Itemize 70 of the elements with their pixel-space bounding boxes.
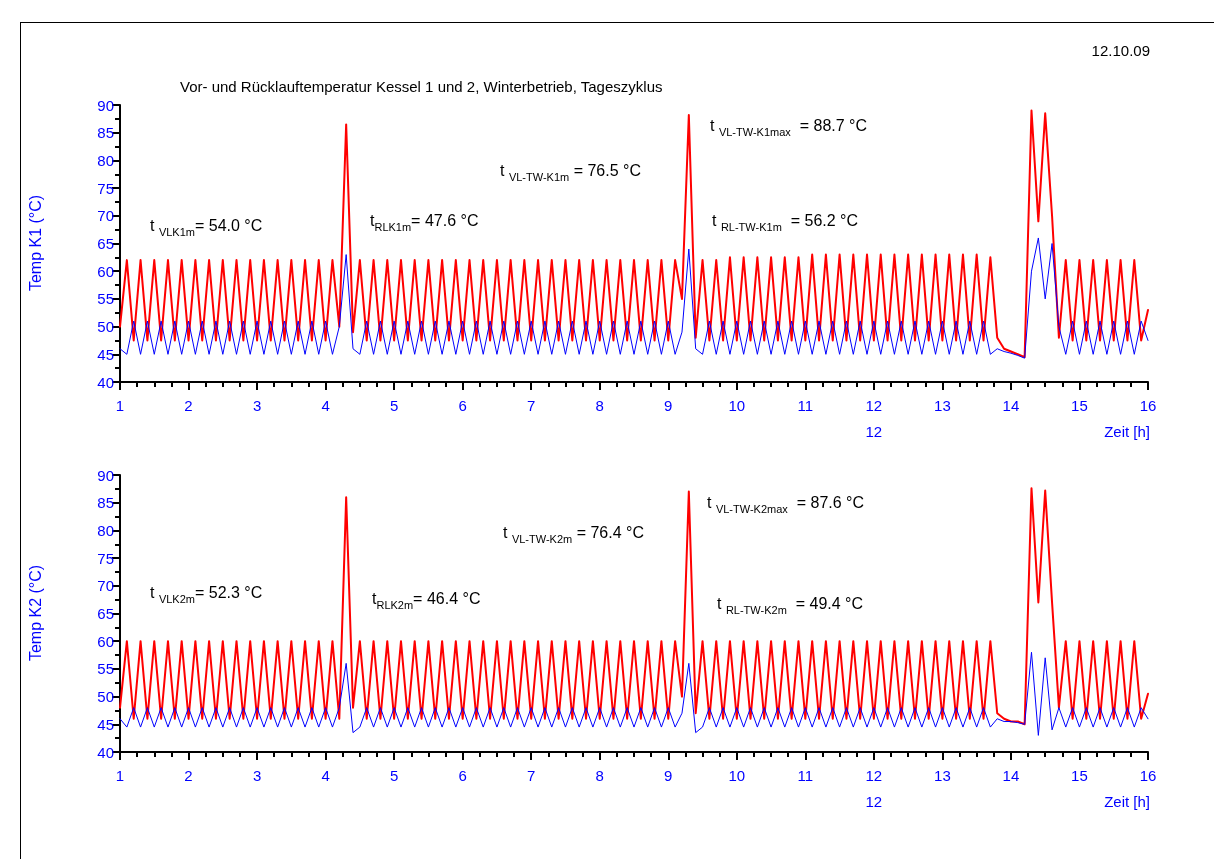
annotation: t VL-TW-K2m = 76.4 °C: [503, 523, 644, 545]
y-tick-label: 60: [97, 632, 114, 650]
x-tick-label: 5: [389, 396, 399, 414]
x-tick-label: 14: [1002, 396, 1020, 414]
y-tick-label: 80: [97, 151, 114, 169]
annotation: t VL-TW-K1m = 76.5 °C: [500, 161, 641, 183]
y-tick-label: 75: [97, 179, 114, 197]
y-tick-label: 65: [97, 235, 114, 252]
y-tick-label: 50: [97, 688, 114, 706]
annotation: t VL-TW-K2max = 87.6 °C: [707, 493, 865, 515]
x-tick-label: 1: [115, 766, 125, 784]
chart-title: Vor- und Rücklauftemperatur Kessel 1 und 2, Winterbetrieb, Tageszyklus: [180, 78, 663, 95]
x-tick-label: 6: [458, 766, 467, 784]
x-tick-label: 8: [595, 396, 604, 414]
x-tick-label: 10: [728, 396, 746, 414]
x-tick-label: 13: [934, 766, 951, 784]
x-tick-label: 7: [527, 396, 536, 414]
y-tick-label: 70: [97, 577, 114, 595]
x-tick-label: 14: [1002, 766, 1020, 784]
x-tick-label: 16: [1139, 766, 1157, 784]
x-tick-label: 11: [797, 396, 814, 414]
line-series: [119, 487, 1149, 726]
y-tick-label: 85: [97, 124, 114, 142]
y-tick-label: 45: [97, 345, 114, 363]
annotation: t RL-TW-K2m = 49.4 °C: [717, 594, 864, 616]
y-axis-title: Temp K1 (°C): [26, 194, 44, 292]
y-tick-label: 75: [97, 549, 114, 567]
x-tick-label: 13: [934, 396, 951, 414]
x-tick-label: 15: [1071, 396, 1088, 414]
y-tick-label: 40: [97, 373, 114, 391]
y-tick-label: 90: [97, 96, 114, 114]
line-series: [119, 651, 1149, 736]
y-tick-label: 70: [97, 207, 114, 225]
y-tick-label: 40: [97, 743, 114, 761]
x-tick-label: 9: [664, 766, 673, 784]
y-tick-label: 55: [97, 290, 114, 308]
y-tick-label: 90: [97, 466, 114, 484]
x-tick-label: 3: [252, 396, 262, 414]
x-tick-label: 12 12: [865, 396, 883, 440]
x-tick-label: 15: [1071, 766, 1088, 784]
x-tick-label: 12 12: [865, 766, 883, 810]
y-tick-label: 45: [97, 715, 114, 733]
x-tick-label: 7: [527, 766, 536, 784]
x-tick-label: 1: [115, 396, 125, 414]
x-tick-label: 6: [458, 396, 467, 414]
x-tick-label: 8: [595, 766, 604, 784]
x-tick-label: 3: [252, 766, 262, 784]
y-axis-title: Temp K2 (°C): [26, 564, 44, 662]
y-tick-label: 65: [97, 605, 114, 622]
x-tick-label: 9: [664, 396, 673, 414]
annotation: t VL-TW-K1max = 88.7 °C: [710, 116, 868, 138]
x-tick-label: 10: [728, 766, 746, 784]
y-tick-label: 55: [97, 660, 114, 678]
x-axis-title: Zeit [h]: [1104, 792, 1150, 810]
x-tick-label: 4: [321, 396, 330, 414]
x-tick-label: 2: [184, 766, 193, 784]
y-tick-label: 80: [97, 521, 114, 539]
y-tick-label: 60: [97, 262, 114, 280]
annotation: t RL-TW-K1m = 56.2 °C: [712, 211, 859, 233]
line-series: [119, 237, 1149, 359]
text: 12.10.09: [1091, 41, 1150, 59]
y-tick-label: 50: [97, 318, 114, 336]
line-series: [119, 109, 1149, 359]
x-tick-label: 4: [321, 766, 330, 784]
x-tick-label: 11: [797, 766, 814, 784]
x-tick-label: 16: [1139, 396, 1157, 414]
x-axis-title: Zeit [h]: [1104, 422, 1150, 440]
x-tick-label: 2: [184, 396, 193, 414]
y-tick-label: 85: [97, 494, 114, 512]
x-tick-label: 5: [389, 766, 399, 784]
